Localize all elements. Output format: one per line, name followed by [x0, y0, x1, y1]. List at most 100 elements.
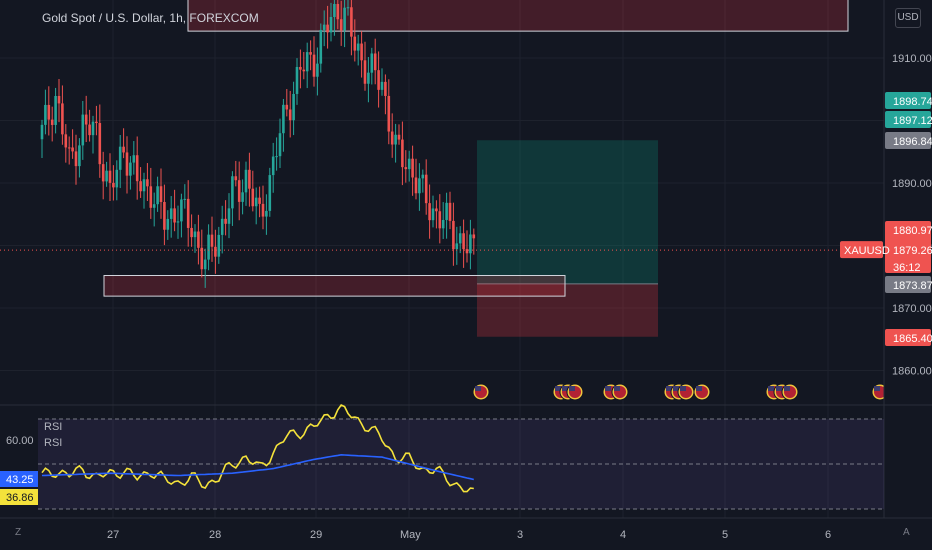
candle-body [200, 247, 204, 270]
time-tick-label: May [400, 529, 421, 541]
candle-body [336, 3, 340, 20]
price-tick-label: 1910.00 [892, 53, 932, 65]
candle-body [197, 231, 200, 248]
candle-body [98, 123, 102, 165]
candle-body [380, 81, 384, 90]
candle-body [319, 29, 323, 64]
symbol-label: XAUUSD [844, 245, 890, 257]
candle-body [112, 182, 115, 188]
event-flag-icon-canton [776, 386, 782, 391]
candles [40, 0, 476, 288]
chart-title: Gold Spot / U.S. Dollar, 1h, FOREXCOM [42, 11, 259, 25]
candle-body [149, 186, 153, 208]
event-flag-icon-canton [555, 386, 561, 391]
rsi-line [41, 403, 474, 493]
candle-body [339, 19, 343, 31]
candle-body [462, 233, 465, 250]
event-flag-icon-canton [475, 386, 481, 391]
candle-body [166, 218, 170, 230]
candle-body [227, 208, 231, 224]
candle-body [122, 146, 125, 153]
candle-body [207, 234, 210, 260]
timezone-icon[interactable]: Z [15, 527, 22, 538]
candle-body [64, 134, 68, 148]
candle-body [183, 198, 187, 200]
candle-body [224, 218, 227, 224]
time-tick-label: 29 [310, 529, 322, 541]
candle-body [210, 234, 214, 247]
candle-body [441, 219, 445, 229]
candle-body [271, 156, 275, 176]
event-flag-icon-canton [768, 386, 774, 391]
candle-body [326, 24, 329, 33]
candle-body [288, 109, 292, 121]
candle-body [248, 169, 251, 189]
support-zone [103, 275, 566, 297]
candle-body [139, 181, 142, 192]
candle-body [424, 174, 428, 204]
candle-body [217, 234, 221, 257]
candle-body [309, 52, 312, 55]
candle-body [445, 202, 448, 220]
candle-body [67, 147, 71, 149]
candle-body [448, 202, 452, 221]
rsi-value: 36.86 [6, 492, 34, 504]
candle-body [397, 134, 401, 140]
candle-body [84, 114, 88, 125]
resistance-zone [187, 0, 849, 32]
event-flag-icon-canton [605, 386, 611, 391]
event-flag-icon-canton [562, 386, 568, 391]
candle-body [203, 259, 207, 270]
candle-body [159, 186, 163, 202]
event-flag-icon-canton [614, 386, 620, 391]
auto-scale-icon[interactable]: A [903, 527, 910, 538]
price-label-badge [885, 276, 931, 293]
price-label: 1865.40 [893, 333, 932, 345]
price-tick-label: 1890.00 [892, 178, 932, 190]
countdown-label: 36:12 [893, 262, 921, 274]
candle-body [132, 155, 136, 163]
time-tick-label: 6 [825, 529, 831, 541]
candle-body [428, 203, 431, 221]
candle-body [244, 169, 248, 193]
candle-body [350, 7, 353, 37]
price-tick-label: 1860.00 [892, 366, 932, 378]
price-label-badge [885, 111, 931, 128]
candle-body [156, 186, 159, 205]
candle-body [108, 170, 112, 183]
candle-body [346, 7, 350, 9]
candle-body [404, 167, 408, 170]
candle-body [431, 208, 435, 221]
candle-body [163, 201, 166, 230]
candle-body [356, 43, 360, 51]
rsi-tick-label: 60.00 [6, 435, 34, 447]
candle-body [363, 60, 367, 84]
rsi-ma-line [41, 453, 474, 481]
candle-body [472, 234, 476, 239]
candle-body [142, 179, 146, 192]
candle-body [435, 208, 438, 212]
candle-body [268, 175, 272, 211]
price-tick-label: 1870.00 [892, 303, 932, 315]
candle-body [390, 131, 394, 145]
candle-body [353, 36, 357, 51]
candle-body [275, 156, 278, 158]
candle-body [101, 164, 105, 182]
candle-body [135, 155, 139, 182]
candle-body [370, 53, 374, 73]
candle-body [278, 133, 282, 157]
candle-body [214, 246, 217, 257]
time-tick-label: 28 [209, 529, 221, 541]
candle-body [302, 69, 306, 72]
candle-body [322, 24, 326, 30]
candle-body [333, 3, 336, 18]
candle-body [377, 70, 380, 90]
candle-body [387, 95, 391, 132]
price-label: 1898.74 [893, 96, 932, 108]
currency-button[interactable]: USD [895, 8, 921, 28]
candle-body [469, 234, 472, 254]
time-tick-label: 27 [107, 529, 119, 541]
price-label-badge [885, 92, 931, 109]
event-flag-icon-canton [666, 386, 672, 391]
